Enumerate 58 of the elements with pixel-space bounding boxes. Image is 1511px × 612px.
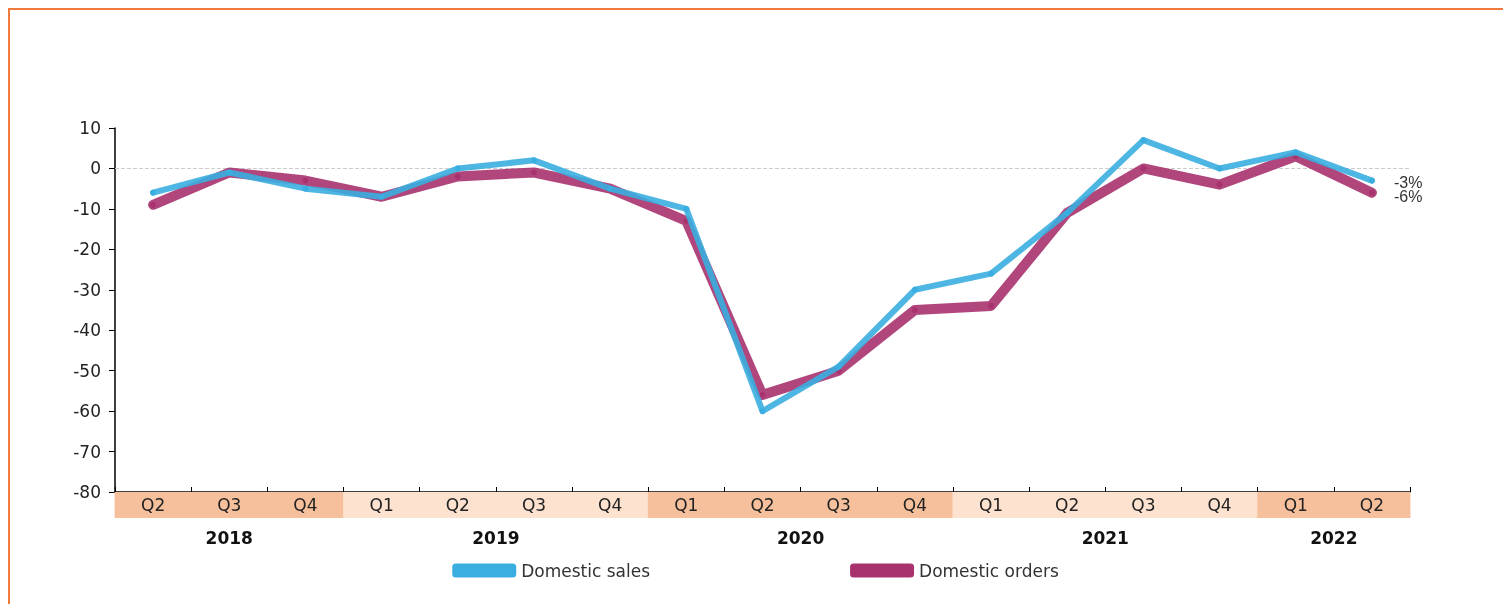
point — [988, 302, 995, 309]
point — [150, 189, 157, 196]
point — [1140, 137, 1147, 144]
x-tick-label: Q2 — [1359, 495, 1385, 515]
y-tick-label: -30 — [73, 279, 101, 300]
y-tick-label: -80 — [73, 482, 101, 502]
y-tick-label: -70 — [73, 441, 101, 462]
text: 2019 — [472, 528, 520, 548]
text: 2020 — [776, 528, 825, 548]
x-tick-label: Q3 — [521, 495, 547, 515]
point — [1368, 189, 1375, 196]
point — [302, 185, 309, 192]
x-tick-label: Q3 — [826, 495, 851, 515]
text: 2018 — [205, 528, 253, 548]
x-tick-label: Q4 — [598, 495, 623, 515]
x-tick-label: Q3 — [217, 495, 242, 515]
point — [1140, 165, 1147, 172]
y-tick-label: -10 — [73, 198, 101, 219]
point — [1292, 149, 1299, 156]
x-tick-label: Q4 — [293, 495, 318, 515]
legend-label: Domestic sales — [521, 560, 651, 581]
text: 2021 — [1081, 528, 1129, 548]
legend-label: Domestic orders — [919, 560, 1059, 581]
point — [150, 201, 157, 208]
point — [759, 408, 766, 415]
point — [835, 363, 842, 370]
x-tick-label: Q2 — [445, 495, 470, 515]
y-tick-label: -20 — [73, 239, 101, 260]
point — [683, 205, 690, 212]
x-tick-label: Q4 — [1207, 495, 1232, 515]
point — [530, 169, 537, 176]
x-tick-label: Q3 — [1131, 495, 1156, 515]
point — [988, 270, 995, 277]
point — [530, 157, 537, 164]
x-tick-label: Q2 — [750, 495, 775, 515]
y-tick-label: 10 — [79, 118, 101, 138]
x-tick-label: Q4 — [902, 495, 927, 515]
x-tick-label: Q2 — [140, 495, 166, 515]
x-tick-label: Q1 — [978, 495, 1004, 515]
point — [1368, 177, 1375, 184]
point — [454, 165, 461, 172]
y-tick-label: -60 — [73, 401, 101, 422]
x-tick-label: Q1 — [1283, 495, 1308, 515]
data-label: -6% — [1393, 188, 1423, 206]
y-tick-label: -50 — [73, 360, 101, 381]
point — [302, 177, 309, 184]
point — [1216, 165, 1223, 172]
x-tick-label: Q1 — [674, 495, 699, 515]
text: 2022 — [1310, 528, 1358, 548]
point — [911, 307, 918, 313]
point — [1216, 181, 1223, 188]
x-tick-label: Q1 — [369, 495, 394, 515]
y-tick-label: -40 — [73, 320, 101, 341]
y-tick-label: 0 — [90, 158, 101, 179]
point — [759, 391, 766, 398]
point — [911, 286, 918, 293]
point — [454, 173, 461, 180]
x-tick-label: Q2 — [1055, 495, 1080, 515]
